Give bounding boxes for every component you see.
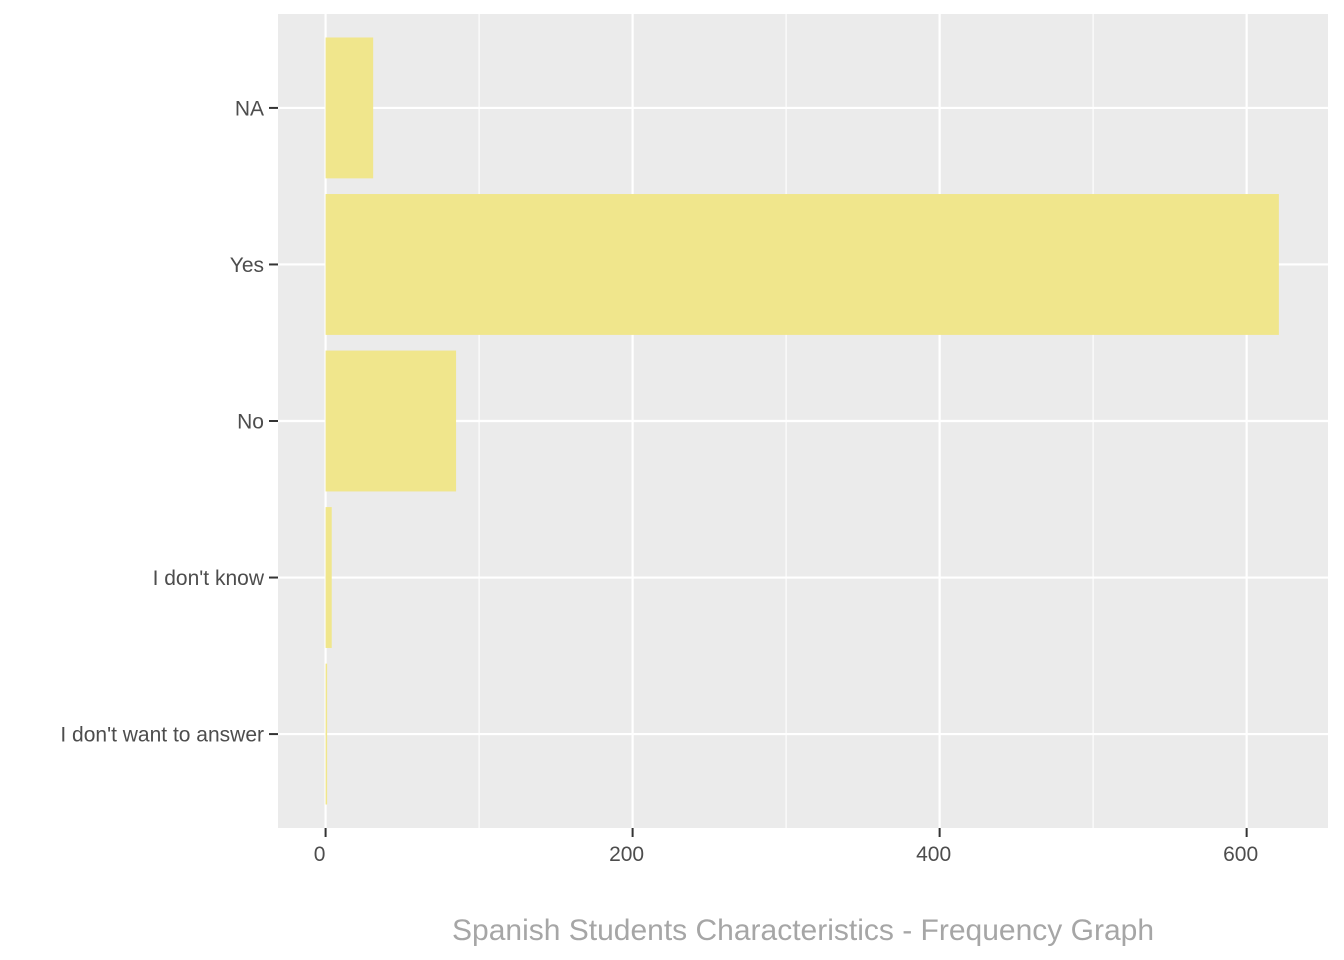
bar	[325, 350, 457, 492]
y-tick-label: NA	[235, 97, 264, 120]
y-tick-label: No	[237, 411, 264, 434]
bar	[325, 663, 328, 805]
bar	[325, 507, 332, 648]
x-tick-label: 0	[314, 843, 326, 866]
bar	[325, 194, 1279, 335]
x-axis: 0 200 400 600	[314, 828, 1258, 866]
bars	[325, 37, 1279, 805]
chart-caption: Spanish Students Characteristics - Frequ…	[452, 914, 1154, 947]
x-tick-label: 200	[609, 843, 644, 866]
bar	[325, 37, 374, 179]
x-tick-label: 400	[916, 843, 951, 866]
y-tick-label: I don't want to answer	[60, 724, 264, 747]
y-axis: I don't want to answer I don't know No Yes N…	[60, 97, 278, 747]
y-tick-label: I don't know	[153, 567, 265, 590]
y-tick-label: Yes	[230, 254, 264, 277]
x-tick-label: 600	[1223, 843, 1258, 866]
